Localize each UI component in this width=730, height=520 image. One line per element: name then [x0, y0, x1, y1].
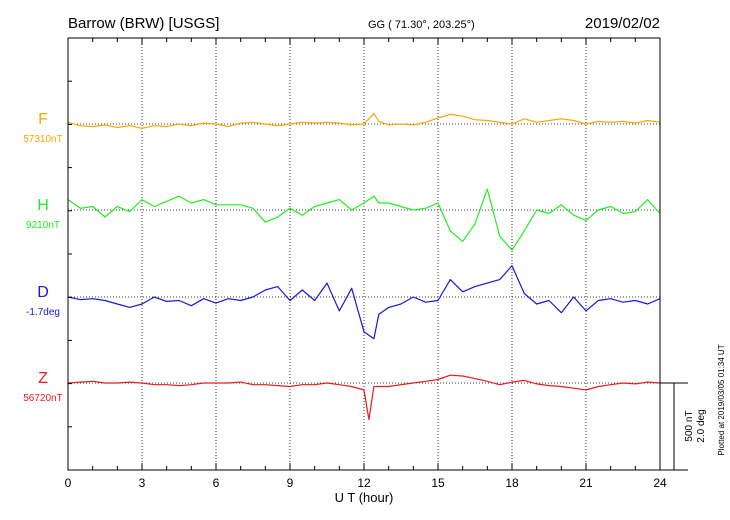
series-label-z: Z [38, 370, 48, 387]
x-tick-label: 24 [653, 476, 667, 490]
series-labels: F 57310nT H 9210nT D -1.7deg Z 56720nT [23, 111, 62, 404]
series-baseline-f: 57310nT [23, 134, 62, 145]
z-series-line [67, 374, 661, 421]
date-label: 2019/02/02 [585, 15, 660, 32]
series-label-h: H [37, 197, 49, 214]
series-baseline-h: 9210nT [26, 220, 60, 231]
scale-bar: 500 nT 2.0 deg [660, 382, 707, 471]
plotted-at-footer: Plotted at 2019/03/05 01:34 UT [717, 344, 726, 455]
grid-lines [68, 38, 660, 470]
x-tick-label: 18 [505, 476, 519, 490]
x-tick-label: 21 [579, 476, 593, 490]
f-series-line [67, 112, 661, 129]
scale-bar-deg-label: 2.0 deg [696, 409, 707, 442]
series-label-d: D [37, 284, 49, 301]
x-axis: 0 3 6 9 12 15 18 21 24 [65, 37, 667, 490]
x-axis-label: U T (hour) [335, 490, 394, 505]
x-tick-label: 9 [287, 476, 294, 490]
coordinates-label: GG ( 71.30°, 203.25°) [368, 19, 475, 31]
series-baseline-d: -1.7deg [26, 307, 60, 318]
station-title: Barrow (BRW) [USGS] [68, 15, 219, 32]
scale-bar-nt-label: 500 nT [684, 410, 695, 441]
series-baseline-z: 56720nT [23, 393, 62, 404]
x-tick-label: 6 [213, 476, 220, 490]
x-tick-label: 12 [357, 476, 371, 490]
series-lines [67, 112, 661, 421]
x-tick-label: 3 [139, 476, 146, 490]
x-tick-label: 0 [65, 476, 72, 490]
d-series-line [67, 265, 661, 340]
x-tick-label: 15 [431, 476, 445, 490]
h-series-line [67, 188, 661, 251]
series-label-f: F [38, 111, 48, 128]
